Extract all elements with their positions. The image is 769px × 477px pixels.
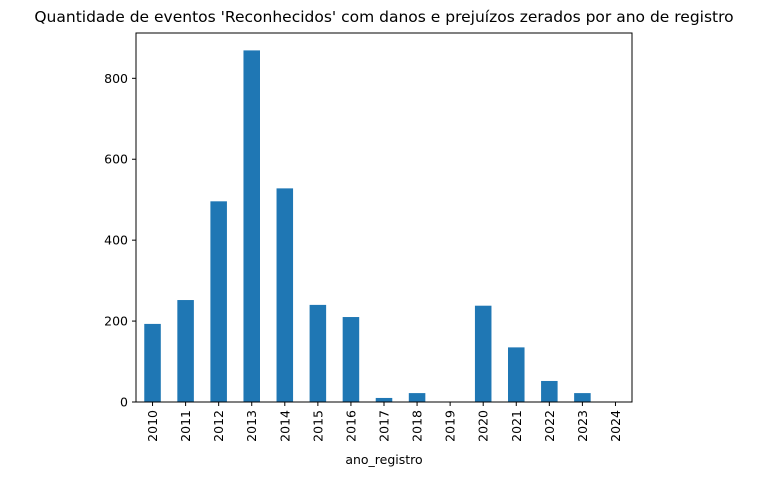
x-tick-label-2023: 2023	[575, 410, 590, 442]
bar-2013	[243, 50, 260, 403]
x-tick-label-2014: 2014	[277, 410, 292, 442]
bar-2016	[342, 317, 360, 402]
bar-2014	[276, 188, 294, 402]
bar-2020	[474, 305, 492, 402]
x-tick-label-2011: 2011	[178, 410, 193, 442]
bar-2023	[574, 393, 591, 402]
x-tick-label-2018: 2018	[410, 410, 425, 442]
bar-2021	[508, 347, 525, 402]
x-tick-label-2022: 2022	[542, 410, 557, 442]
bar-2022	[541, 380, 558, 402]
y-axis: 0 200 400 600 800	[104, 71, 136, 410]
plot-frame	[135, 32, 633, 403]
x-tick-label-2010: 2010	[145, 410, 160, 442]
bar-2018	[408, 393, 426, 402]
y-tick-label-800: 800	[104, 71, 128, 86]
bar-2017	[375, 397, 393, 402]
bars-group	[144, 50, 591, 403]
bar-2010	[144, 323, 161, 402]
x-tick-label-2015: 2015	[310, 410, 325, 442]
x-axis: 2010 2011 2012 2013 2014 2015 2016 2017 2018 2019…	[145, 402, 623, 442]
y-tick-label-0: 0	[120, 395, 128, 410]
x-tick-label-2021: 2021	[509, 410, 524, 442]
x-tick-label-2024: 2024	[608, 410, 623, 442]
x-axis-label: ano_registro	[345, 452, 422, 467]
chart-title: Quantidade de eventos 'Reconhecidos' com…	[34, 8, 733, 26]
x-tick-label-2012: 2012	[211, 410, 226, 442]
x-tick-label-2016: 2016	[343, 410, 358, 442]
y-tick-label-600: 600	[104, 152, 128, 167]
bar-2015	[309, 304, 327, 402]
x-tick-label-2019: 2019	[443, 410, 458, 442]
x-tick-label-2017: 2017	[377, 410, 392, 442]
bar-2011	[177, 300, 194, 402]
x-tick-label-2013: 2013	[244, 410, 259, 442]
y-tick-label-400: 400	[104, 233, 128, 248]
bar-2012	[210, 201, 227, 402]
x-tick-label-2020: 2020	[476, 410, 491, 442]
y-tick-label-200: 200	[104, 314, 128, 329]
